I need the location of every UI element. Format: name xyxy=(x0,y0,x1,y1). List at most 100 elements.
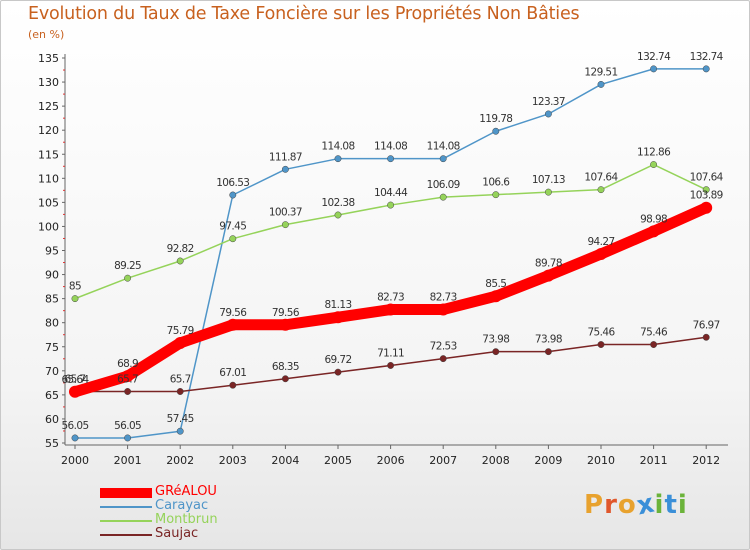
data-label: 89.78 xyxy=(535,258,562,270)
data-point xyxy=(176,388,184,395)
x-tick-label: 2005 xyxy=(324,454,352,467)
data-label: 92.82 xyxy=(167,243,194,255)
data-label: 82.73 xyxy=(430,292,457,304)
data-point xyxy=(229,235,237,243)
y-tick-label: 65 xyxy=(45,389,59,402)
x-tick-label: 2010 xyxy=(587,454,615,467)
data-point xyxy=(702,65,710,73)
data-label: 67.01 xyxy=(219,367,246,379)
y-tick-label: 110 xyxy=(38,172,59,185)
data-label: 85 xyxy=(69,281,81,293)
x-tick-label: 2008 xyxy=(482,454,510,467)
data-point xyxy=(334,155,342,163)
legend-label: GRéALOU xyxy=(155,484,217,499)
data-point xyxy=(492,191,500,199)
y-tick-label: 120 xyxy=(38,124,59,137)
data-point xyxy=(279,318,292,331)
data-point xyxy=(544,110,552,118)
data-label: 112.86 xyxy=(637,147,671,159)
data-label: 65.7 xyxy=(65,374,86,386)
data-point xyxy=(387,155,395,163)
data-label: 98.98 xyxy=(640,213,667,225)
data-label: 107.64 xyxy=(584,172,618,184)
data-point xyxy=(647,225,660,238)
series-line-2 xyxy=(74,163,707,300)
data-point xyxy=(702,186,710,194)
x-tick-label: 2007 xyxy=(429,454,457,467)
data-point xyxy=(229,191,237,199)
data-point xyxy=(650,161,658,168)
data-point xyxy=(650,65,658,73)
data-label: 114.08 xyxy=(374,141,407,153)
data-label: 114.08 xyxy=(321,141,354,153)
data-label: 106.6 xyxy=(482,177,510,189)
data-point xyxy=(387,201,395,209)
data-label: 107.64 xyxy=(690,172,724,184)
y-tick-label: 55 xyxy=(45,437,59,450)
data-point xyxy=(71,434,79,442)
data-label: 56.05 xyxy=(114,420,141,432)
legend-label: Montbrun xyxy=(155,512,218,527)
legend-swatch xyxy=(100,488,152,498)
legend: GRéALOU Carayac Montbrun Saujac xyxy=(100,484,320,542)
data-point xyxy=(595,248,607,261)
x-tick-label: 2004 xyxy=(271,454,299,467)
data-label: 79.56 xyxy=(219,307,247,319)
legend-item: Montbrun xyxy=(100,512,320,528)
data-point xyxy=(439,355,447,363)
legend-swatch xyxy=(100,520,152,522)
legend-item: Carayac xyxy=(100,498,320,514)
legend-swatch xyxy=(100,534,152,536)
y-tick-label: 60 xyxy=(45,413,59,426)
data-label: 75.46 xyxy=(587,327,615,339)
x-tick-label: 2012 xyxy=(692,454,720,467)
data-point xyxy=(121,370,134,383)
data-point xyxy=(332,311,344,324)
legend-label: Carayac xyxy=(155,498,209,513)
data-label: 72.53 xyxy=(430,341,457,353)
data-label: 106.53 xyxy=(216,177,249,189)
data-label: 81.13 xyxy=(324,299,351,311)
data-label: 73.98 xyxy=(482,334,509,346)
data-label: 107.13 xyxy=(532,174,565,186)
data-point xyxy=(650,341,658,348)
data-point xyxy=(597,341,605,348)
data-label: 69.72 xyxy=(324,354,351,366)
x-tick-label: 2011 xyxy=(640,454,668,467)
y-tick-label: 90 xyxy=(45,269,59,282)
data-label: 119.78 xyxy=(479,113,512,125)
data-label: 103.89 xyxy=(690,190,723,202)
y-tick-label: 105 xyxy=(38,196,59,209)
x-tick-label: 2009 xyxy=(534,454,562,467)
proxiti-logo: Proxiti xyxy=(584,488,688,521)
data-label: 68.35 xyxy=(272,361,299,373)
data-point xyxy=(542,269,555,282)
x-tick-label: 2002 xyxy=(166,454,194,467)
data-point xyxy=(492,127,500,135)
data-label: 65.7 xyxy=(117,374,138,386)
data-label: 65.64 xyxy=(61,374,89,386)
x-tick-label: 2006 xyxy=(377,454,405,467)
data-point xyxy=(597,186,605,194)
y-tick-label: 130 xyxy=(38,76,59,89)
y-tick-label: 70 xyxy=(45,365,59,378)
data-point xyxy=(176,257,184,265)
data-label: 132.74 xyxy=(637,51,671,63)
y-tick-label: 95 xyxy=(45,245,59,258)
data-point xyxy=(176,427,184,435)
data-point xyxy=(492,348,500,356)
y-axis-unit: (en %) xyxy=(28,28,65,41)
data-point xyxy=(281,221,289,229)
logo-letter: i xyxy=(677,490,688,520)
y-tick-label: 100 xyxy=(38,220,59,233)
legend-item: GRéALOU xyxy=(100,484,320,500)
data-point xyxy=(334,211,342,219)
x-tick-label: 2000 xyxy=(61,454,89,467)
x-tick-label: 2003 xyxy=(219,454,247,467)
legend-swatch xyxy=(100,506,152,508)
data-label: 114.08 xyxy=(427,141,460,153)
data-label: 104.44 xyxy=(374,187,408,199)
y-tick-label: 115 xyxy=(38,148,59,161)
data-point xyxy=(437,303,450,316)
data-point xyxy=(439,193,447,201)
